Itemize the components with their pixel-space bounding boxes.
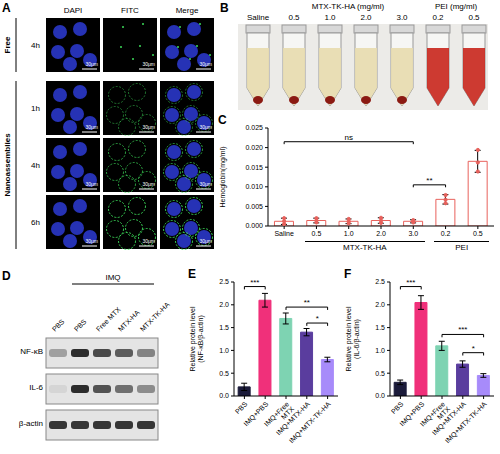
svg-text:*: * [472, 344, 475, 353]
svg-text:2.5: 2.5 [219, 278, 229, 285]
svg-text:2.0: 2.0 [360, 13, 372, 22]
svg-text:***: *** [458, 325, 467, 334]
svg-text:0.010: 0.010 [245, 183, 263, 190]
svg-text:0.015: 0.015 [245, 164, 263, 171]
svg-text:30μm: 30μm [142, 181, 155, 187]
svg-text:30μm: 30μm [142, 124, 155, 130]
svg-text:1.5: 1.5 [375, 324, 385, 331]
svg-text:IL-6: IL-6 [29, 383, 43, 392]
svg-text:4h: 4h [31, 41, 40, 50]
svg-text:0.020: 0.020 [245, 144, 263, 151]
svg-text:0.0: 0.0 [219, 392, 229, 399]
svg-text:**: ** [426, 176, 432, 185]
svg-text:PBS: PBS [390, 400, 405, 415]
svg-text:Nanoassemblies: Nanoassemblies [8, 133, 12, 197]
svg-text:30μm: 30μm [199, 181, 212, 187]
svg-text:PBS: PBS [73, 318, 88, 333]
svg-text:β-actin: β-actin [19, 419, 43, 428]
svg-text:30μm: 30μm [199, 61, 212, 67]
svg-text:2.0: 2.0 [219, 301, 229, 308]
svg-text:**: ** [304, 298, 310, 307]
svg-text:MTX-HA: MTX-HA [117, 309, 141, 333]
svg-text:Saline: Saline [247, 13, 270, 22]
svg-text:2.5: 2.5 [375, 278, 385, 285]
svg-text:IMQ+MTX-TK-HA: IMQ+MTX-TK-HA [288, 400, 333, 445]
svg-text:1.0: 1.0 [219, 347, 229, 354]
svg-text:1.0: 1.0 [375, 347, 385, 354]
svg-text:B: B [220, 1, 229, 15]
svg-text:1h: 1h [31, 104, 40, 113]
svg-text:Free: Free [8, 36, 12, 53]
svg-text:30μm: 30μm [199, 238, 212, 244]
svg-text:DAPI: DAPI [64, 6, 83, 15]
svg-text:0.5: 0.5 [468, 13, 480, 22]
svg-text:IMQ+MTX-TK-HA: IMQ+MTX-TK-HA [444, 400, 489, 445]
svg-text:0.2: 0.2 [441, 230, 451, 237]
svg-text:0.5: 0.5 [219, 370, 229, 377]
svg-text:30μm: 30μm [199, 124, 212, 130]
svg-text:ns: ns [344, 133, 352, 142]
svg-text:4h: 4h [31, 161, 40, 170]
svg-text:0.025: 0.025 [245, 124, 263, 131]
svg-text:0.5: 0.5 [288, 13, 300, 22]
svg-text:30μm: 30μm [142, 238, 155, 244]
svg-text:0.0: 0.0 [375, 392, 385, 399]
svg-text:0.2: 0.2 [432, 13, 444, 22]
svg-text:Merge: Merge [176, 6, 199, 15]
svg-text:1.0: 1.0 [344, 230, 354, 237]
svg-text:D: D [8, 269, 11, 283]
svg-text:0.5: 0.5 [312, 230, 322, 237]
svg-text:IMQ+MTX-HA: IMQ+MTX-HA [275, 400, 312, 437]
svg-text:2.0: 2.0 [375, 301, 385, 308]
svg-text:0.5: 0.5 [375, 370, 385, 377]
svg-text:PBS: PBS [51, 318, 66, 333]
svg-text:MTX-TK-HA: MTX-TK-HA [139, 301, 171, 333]
svg-text:2.0: 2.0 [376, 230, 386, 237]
svg-text:6h: 6h [31, 218, 40, 227]
svg-text:A: A [8, 1, 11, 15]
svg-text:***: *** [250, 278, 259, 287]
svg-text:FITC: FITC [121, 6, 139, 15]
svg-text:Saline: Saline [274, 230, 294, 237]
svg-text:30μm: 30μm [85, 124, 98, 130]
svg-text:30μm: 30μm [85, 238, 98, 244]
svg-text:NF-κB: NF-κB [20, 347, 43, 356]
svg-text:3.0: 3.0 [396, 13, 408, 22]
svg-text:1.5: 1.5 [219, 324, 229, 331]
svg-text:IMQ+MTX-HA: IMQ+MTX-HA [431, 400, 468, 437]
svg-text:0.005: 0.005 [245, 203, 263, 210]
svg-text:0.5: 0.5 [473, 230, 483, 237]
svg-text:*: * [316, 314, 319, 323]
svg-text:30μm: 30μm [85, 181, 98, 187]
svg-text:30μm: 30μm [142, 61, 155, 67]
svg-text:IMQ: IMQ [105, 273, 120, 282]
svg-text:PBS: PBS [234, 400, 249, 415]
svg-text:3.0: 3.0 [408, 230, 418, 237]
svg-text:***: *** [406, 278, 415, 287]
svg-text:0.000: 0.000 [245, 222, 263, 229]
svg-text:MTX-TK-HA (mg/ml): MTX-TK-HA (mg/ml) [312, 2, 385, 11]
svg-text:1.0: 1.0 [324, 13, 336, 22]
svg-text:30μm: 30μm [85, 61, 98, 67]
svg-text:PEI (mg/ml): PEI (mg/ml) [435, 2, 478, 11]
